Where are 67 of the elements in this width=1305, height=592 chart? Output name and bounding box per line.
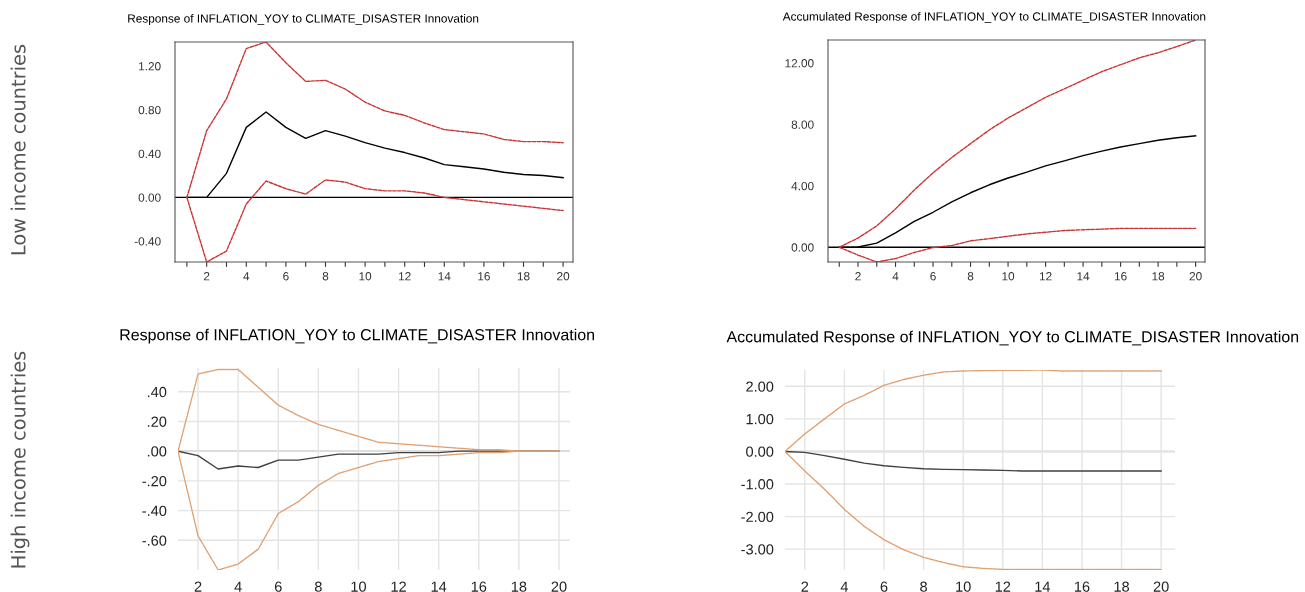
y-tick-label: 1.20 [139, 62, 161, 71]
y-tick-label: .20 [147, 416, 167, 427]
x-tick-label: 8 [967, 272, 974, 281]
x-tick-label: 2 [203, 272, 210, 281]
x-tick-label: 18 [511, 581, 527, 592]
x-tick-label: 12 [995, 581, 1011, 592]
x-tick-label: 12 [391, 581, 406, 592]
x-tick-label: 2 [194, 581, 202, 592]
x-tick-label: 2 [855, 272, 861, 281]
x-tick-label: 6 [930, 272, 936, 281]
y-tick-label: 0.00 [791, 243, 814, 252]
x-tick-label: 20 [551, 581, 567, 592]
y-tick-label: -.40 [142, 505, 167, 517]
x-tick-label: 8 [920, 581, 927, 592]
y-tick-label: 0.40 [138, 149, 161, 159]
x-tick-label: 14 [431, 581, 447, 592]
x-tick-label: 4 [892, 272, 899, 281]
y-tick-label: 0.00 [138, 193, 161, 202]
y-tick-label: 0.00 [746, 446, 774, 457]
chart-title: Response of INFLATION_YOY to CLIMATE_DISASTER Innovation [128, 14, 479, 26]
x-tick-label: 20 [557, 272, 570, 281]
y-tick-label: -.60 [142, 535, 167, 546]
chart-title: Accumulated Response of INFLATION_YOY to CLIMATE_DISASTER Innovation [726, 330, 1299, 346]
x-tick-label: 18 [1152, 272, 1165, 281]
x-tick-label: 18 [517, 272, 530, 281]
y-tick-label: .00 [147, 446, 167, 457]
x-tick-label: 6 [880, 581, 888, 592]
y-tick-label: 8.00 [791, 120, 814, 129]
x-tick-label: 10 [359, 272, 372, 281]
text: Low income countries [10, 44, 26, 255]
y-tick-label: .40 [147, 386, 167, 398]
x-tick-label: 10 [1002, 272, 1015, 281]
x-tick-label: 12 [1039, 272, 1052, 281]
y-tick-label: -3.00 [741, 544, 774, 555]
x-tick-label: 6 [283, 272, 289, 281]
x-tick-label: 6 [274, 581, 282, 592]
x-tick-label: 18 [1114, 581, 1130, 592]
y-tick-label: 4.00 [791, 181, 814, 191]
x-tick-label: 4 [840, 581, 849, 592]
x-tick-label: 8 [322, 272, 329, 281]
x-tick-label: 20 [1153, 581, 1169, 592]
x-tick-label: 20 [1189, 272, 1202, 281]
x-tick-label: 16 [1074, 581, 1090, 592]
x-tick-label: 16 [1114, 272, 1127, 281]
y-tick-label: 0.80 [138, 105, 161, 115]
x-tick-label: 14 [1035, 581, 1051, 592]
x-tick-label: 14 [438, 272, 451, 281]
chart-title: Response of INFLATION_YOY to CLIMATE_DISASTER Innovation [120, 328, 594, 344]
x-tick-label: 10 [351, 581, 366, 592]
x-tick-label: 4 [243, 272, 250, 281]
x-tick-label: 2 [801, 581, 809, 592]
x-tick-label: 10 [956, 581, 971, 592]
x-tick-label: 16 [478, 272, 490, 281]
x-tick-label: 14 [1077, 272, 1090, 281]
y-tick-label: -0.40 [134, 237, 161, 246]
y-tick-label: -2.00 [741, 511, 774, 523]
y-tick-label: 12.00 [785, 59, 814, 68]
y-tick-label: -.20 [142, 475, 167, 487]
y-tick-label: 1.00 [746, 413, 774, 425]
text: High income countries [10, 351, 30, 568]
x-tick-label: 16 [471, 581, 487, 592]
chart-title: Accumulated Response of INFLATION_YOY to CLIMATE_DISASTER Innovation [782, 12, 1206, 24]
y-tick-label: 2.00 [746, 381, 774, 392]
x-tick-label: 8 [314, 581, 322, 592]
x-tick-label: 4 [234, 581, 242, 592]
x-tick-label: 12 [399, 272, 411, 281]
y-tick-label: -1.00 [741, 479, 774, 490]
